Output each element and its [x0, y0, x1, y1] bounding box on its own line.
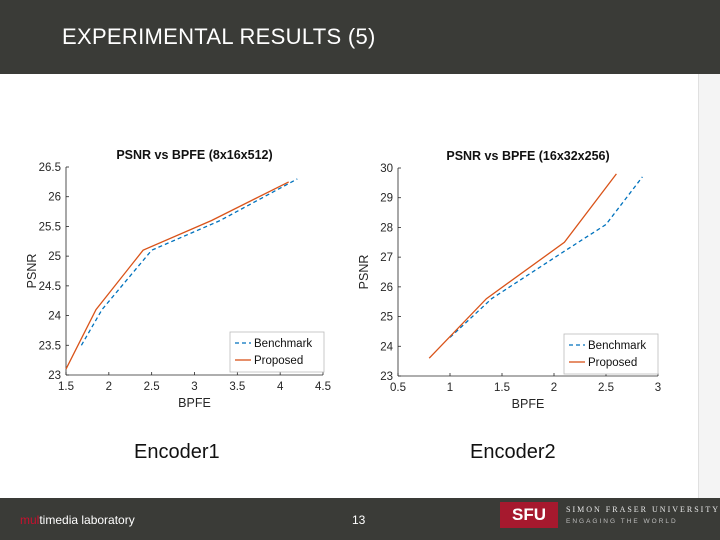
y-axis-label: PSNR: [25, 254, 39, 289]
x-axis-label: BPFE: [178, 396, 211, 410]
series-line-proposed: [65, 181, 289, 370]
x-tick-label: 0.5: [390, 382, 406, 394]
university-tagline: ENGAGING THE WORLD: [566, 518, 678, 525]
y-tick-label: 25: [380, 312, 393, 324]
encoder2-label: Encoder2: [470, 441, 556, 463]
x-tick-label: 1.5: [494, 382, 510, 394]
x-tick-label: 1.5: [58, 381, 74, 393]
encoder1-label: Encoder1: [134, 441, 220, 463]
chart-encoder1: 1.5 2 2.5 3 3.5 4 4.5 23 23.5 24 24.5 25 25.5 26 26.5 P…: [25, 148, 331, 410]
x-tick-label: 3: [655, 382, 661, 394]
legend-label-benchmark: Benchmark: [588, 340, 646, 352]
legend-box: [563, 333, 659, 375]
slide-footer: multimedia laboratory 13: [0, 498, 720, 540]
university-name: SIMON FRASER UNIVERSITY: [566, 505, 720, 514]
legend-box: [229, 331, 325, 373]
lab-name-rest: timedia laboratory: [39, 513, 135, 527]
y-tick-label: 26: [380, 282, 393, 294]
y-tick-label: 24.5: [39, 281, 61, 293]
chart-encoder2: 0.5 1 1.5 2 2.5 3 23 24 25 26 27 28 29 30 PSNR vs BPFE…: [358, 149, 661, 411]
series-line-benchmark: [449, 176, 643, 338]
x-tick-label: 3.5: [229, 381, 245, 393]
y-tick-label: 23.5: [39, 340, 61, 352]
x-tick-label: 4.5: [315, 381, 331, 393]
lab-name: multimedia laboratory: [20, 513, 135, 527]
x-tick-label: 4: [277, 381, 284, 393]
y-tick-label: 26.5: [39, 162, 61, 174]
x-axis-label: BPFE: [512, 397, 545, 411]
y-tick-label: 30: [380, 163, 393, 175]
lab-name-highlight: mul: [20, 513, 40, 527]
y-axis-label: PSNR: [358, 255, 371, 290]
slide-header: EXPERIMENTAL RESULTS (5): [0, 0, 698, 74]
x-tick-label: 2: [106, 381, 112, 393]
y-tick-label: 27: [380, 252, 393, 264]
y-tick-label: 23: [48, 370, 61, 382]
chart-title: PSNR vs BPFE (16x32x256): [446, 149, 609, 163]
y-tick-label: 23: [380, 371, 393, 383]
y-tick-label: 29: [380, 193, 393, 205]
x-tick-label: 3: [191, 381, 197, 393]
page-number: 13: [352, 513, 366, 527]
slide-title: EXPERIMENTAL RESULTS (5): [62, 24, 376, 49]
x-tick-label: 2.5: [598, 382, 614, 394]
y-tick-label: 25: [48, 251, 61, 263]
y-tick-label: 25.5: [39, 221, 61, 233]
x-tick-label: 1: [447, 382, 453, 394]
legend-label-benchmark: Benchmark: [254, 338, 312, 350]
x-tick-label: 2: [551, 382, 557, 394]
series-line-benchmark: [80, 178, 298, 346]
y-tick-label: 24: [380, 341, 393, 353]
legend-label-proposed: Proposed: [254, 355, 303, 367]
legend-label-proposed: Proposed: [588, 357, 637, 369]
y-tick-label: 24: [48, 311, 61, 323]
right-accent-panel: [698, 74, 720, 498]
chart-title: PSNR vs BPFE (8x16x512): [116, 148, 272, 162]
y-tick-label: 26: [48, 192, 61, 204]
x-tick-label: 2.5: [144, 381, 160, 393]
y-tick-label: 28: [380, 222, 393, 234]
series-line-proposed: [428, 173, 617, 359]
sfu-logo: SFU: [500, 502, 558, 528]
